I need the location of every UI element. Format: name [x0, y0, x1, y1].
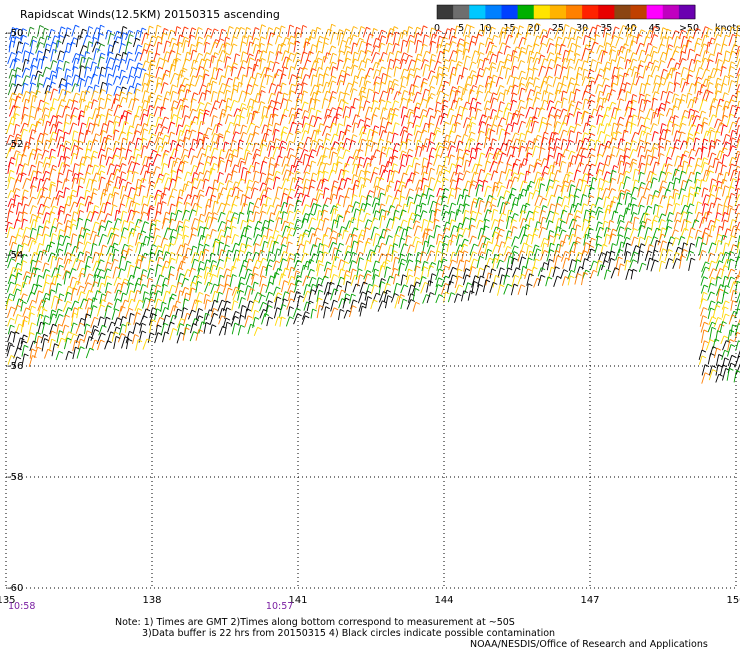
legend-swatch	[582, 5, 599, 19]
legend-swatch	[614, 5, 631, 19]
legend-swatch	[518, 5, 535, 19]
time-label: 10:58	[8, 601, 35, 612]
legend-swatch	[485, 5, 502, 19]
legend-label: 45	[649, 23, 661, 34]
lat-tick-label: -52	[7, 139, 23, 150]
legend-label: 20	[528, 23, 540, 34]
lat-tick-label: -60	[7, 583, 23, 594]
lon-tick-label: 138	[142, 595, 161, 606]
map-title: Rapidscat Winds(12.5KM) 20150315 ascendi…	[20, 8, 280, 21]
lat-tick-label: -58	[7, 472, 23, 483]
legend-swatch	[469, 5, 486, 19]
legend-swatch	[663, 5, 680, 19]
legend-swatch	[647, 5, 664, 19]
legend-label: >50	[679, 23, 699, 34]
legend-swatch	[437, 5, 454, 19]
lon-tick-label: 147	[580, 595, 599, 606]
legend-label: 10	[479, 23, 491, 34]
note-line-2: 3)Data buffer is 22 hrs from 20150315 4)…	[142, 628, 555, 639]
lat-tick-label: -56	[7, 361, 23, 372]
legend-swatch	[453, 5, 470, 19]
wind-barbs	[6, 23, 740, 383]
note-line-1: Note: 1) Times are GMT 2)Times along bot…	[115, 617, 515, 628]
legend-swatch	[550, 5, 567, 19]
legend-label: 25	[552, 23, 564, 34]
legend-swatch	[502, 5, 519, 19]
lat-tick-label: -54	[7, 250, 23, 261]
time-label: 10:57	[266, 601, 293, 612]
legend-swatch	[598, 5, 615, 19]
legend-swatch	[566, 5, 583, 19]
legend-label: 5	[458, 23, 464, 34]
credit-line: NOAA/NESDIS/Office of Research and Appli…	[470, 639, 708, 650]
legend-swatch	[534, 5, 551, 19]
legend-swatch	[631, 5, 648, 19]
legend-swatch	[679, 5, 696, 19]
lon-tick-label: 144	[434, 595, 453, 606]
lat-tick-label: -50	[7, 28, 23, 39]
lon-tick-label: 150	[726, 595, 740, 606]
legend-label: 30	[576, 23, 588, 34]
